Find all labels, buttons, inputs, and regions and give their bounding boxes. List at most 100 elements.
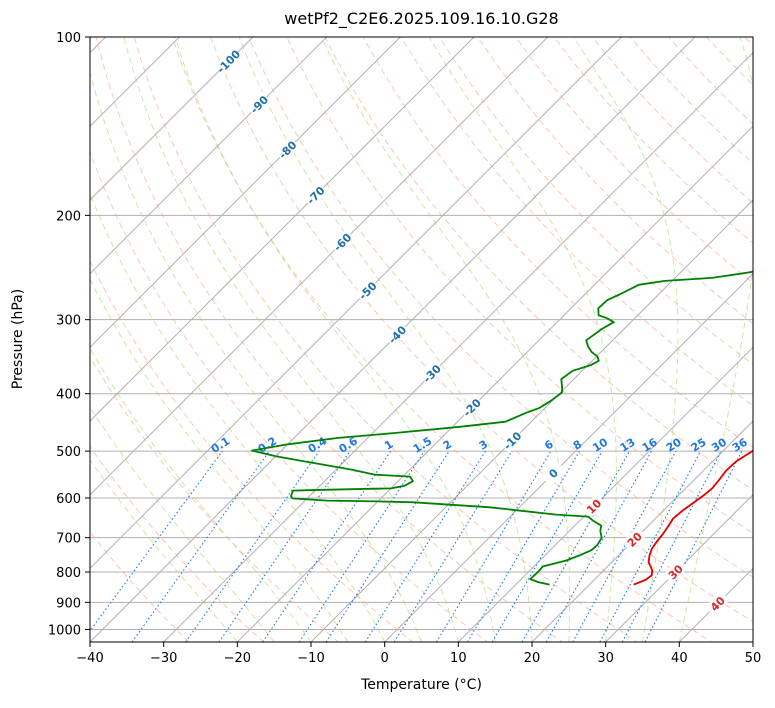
isotherm-label-bg (499, 427, 525, 453)
dry-adiabat (438, 37, 753, 366)
mixing-ratio-label: 1 (382, 438, 395, 453)
moist-adiabat (90, 406, 275, 642)
mixing-ratio-line (185, 450, 320, 642)
isotherm-line (163, 51, 753, 642)
mixing-ratio-label: 16 (640, 435, 660, 454)
y-tick-label: 300 (56, 314, 81, 329)
y-tick-label: 600 (56, 492, 81, 507)
isotherm-line (90, 37, 328, 275)
y-tick-label: 500 (56, 445, 81, 460)
moist-adiabat (90, 347, 312, 642)
dry-adiabat (90, 531, 190, 642)
mixing-ratio-label: 0.4 (306, 434, 330, 456)
dry-adiabat (744, 37, 753, 47)
isotherm-line (457, 346, 753, 642)
isotherm-line (90, 37, 401, 349)
x-tick-label: 20 (524, 651, 541, 666)
y-tick-label: 1000 (48, 623, 81, 638)
isotherm-line (236, 125, 753, 642)
isotherm-line (678, 567, 753, 642)
dry-adiabat (706, 37, 753, 86)
profile-lines (251, 270, 753, 586)
isotherm-label-bg (384, 321, 410, 347)
x-tick-label: −20 (224, 651, 251, 666)
x-tick-label: 50 (745, 651, 762, 666)
isotherm-label-bg (540, 460, 566, 486)
y-tick-label: 200 (56, 209, 81, 224)
moist-adiabat (90, 278, 349, 642)
moist-adiabat (678, 37, 753, 642)
isotherm-label-bg (246, 91, 272, 117)
isotherm-label: -70 (304, 184, 327, 207)
isotherm-line (90, 37, 549, 496)
background-lines (90, 37, 753, 642)
mixing-ratio-line (262, 450, 392, 642)
temperature-line (633, 449, 753, 586)
dry-adiabat (248, 37, 753, 578)
mixing-ratio-line (491, 450, 603, 642)
isotherm-label: -100 (215, 47, 244, 76)
mixing-ratio-line (644, 450, 743, 642)
mixing-ratio-labels: 0.10.20.40.611.52346810131620253036 (209, 434, 750, 456)
x-axis-label: Temperature (°C) (361, 677, 482, 693)
isotherm-line (384, 272, 753, 642)
isotherm-line (752, 641, 753, 642)
isotherm-line (310, 199, 753, 642)
isotherm-label: -60 (331, 231, 354, 254)
mixing-ratio-line (521, 450, 630, 642)
x-tick-label: 0 (381, 651, 389, 666)
isotherm-line (90, 37, 254, 201)
mixing-ratio-line (90, 450, 223, 632)
isotherm-label-bg (662, 559, 688, 585)
isotherm-line (90, 37, 622, 570)
x-tick-label: 40 (671, 651, 688, 666)
isotherm-label-bg (215, 48, 241, 74)
mixing-ratio-line (545, 450, 653, 642)
dry-adiabat (400, 37, 753, 407)
isotherm-label: -80 (276, 138, 299, 161)
isotherm-label-bg (274, 137, 300, 162)
mixing-ratio-line (298, 450, 425, 642)
mixing-ratio-label: 1.5 (411, 434, 434, 455)
mixing-ratio-line (467, 450, 580, 642)
x-axis: −40 −30 −20 −10 0 10 20 30 40 50 (76, 642, 761, 666)
moist-adiabat (90, 192, 386, 642)
isotherm-label-bg (419, 360, 445, 386)
moist-adiabat (238, 37, 533, 642)
isotherm-label-bg (704, 591, 730, 616)
isotherm-label-bg (581, 493, 606, 519)
chart-title: wetPf2_C2E6.2025.109.16.10.G28 (284, 9, 559, 28)
mixing-ratio-line (364, 450, 486, 642)
mixing-ratio-label: 2 (441, 438, 454, 453)
y-axis: 100 200 300 400 500 600 700 800 900 1000 (48, 31, 90, 638)
mixing-ratio-line (599, 450, 702, 642)
x-tick-label: −10 (297, 651, 324, 666)
dewpoint-line (251, 270, 753, 586)
isotherm-label-bg (302, 182, 328, 208)
mixing-ratio-line (218, 450, 351, 642)
x-tick-label: −30 (150, 651, 177, 666)
mixing-ratio-label: 25 (689, 436, 709, 455)
y-tick-label: 400 (56, 388, 81, 403)
isotherm-label-bg (621, 526, 647, 552)
dry-adiabat (90, 259, 414, 642)
dry-adiabat (90, 445, 265, 642)
mixing-ratio-label: 20 (664, 435, 684, 454)
mixing-ratio-line (435, 450, 552, 642)
moist-adiabat (90, 70, 422, 642)
dry-adiabat (95, 37, 564, 642)
dry-adiabat (515, 37, 753, 284)
dry-adiabat (477, 37, 753, 325)
isotherm-line (605, 493, 753, 642)
moist-adiabat (90, 459, 238, 642)
moist-adiabat (123, 37, 459, 642)
dry-adiabat (286, 37, 753, 534)
dry-adiabat (90, 150, 489, 642)
y-tick-label: 900 (56, 596, 81, 611)
moist-adiabat (174, 37, 496, 642)
isotherm-label-bg (354, 277, 380, 303)
moist-adiabat (428, 37, 617, 642)
mixing-ratio-line (393, 450, 513, 642)
